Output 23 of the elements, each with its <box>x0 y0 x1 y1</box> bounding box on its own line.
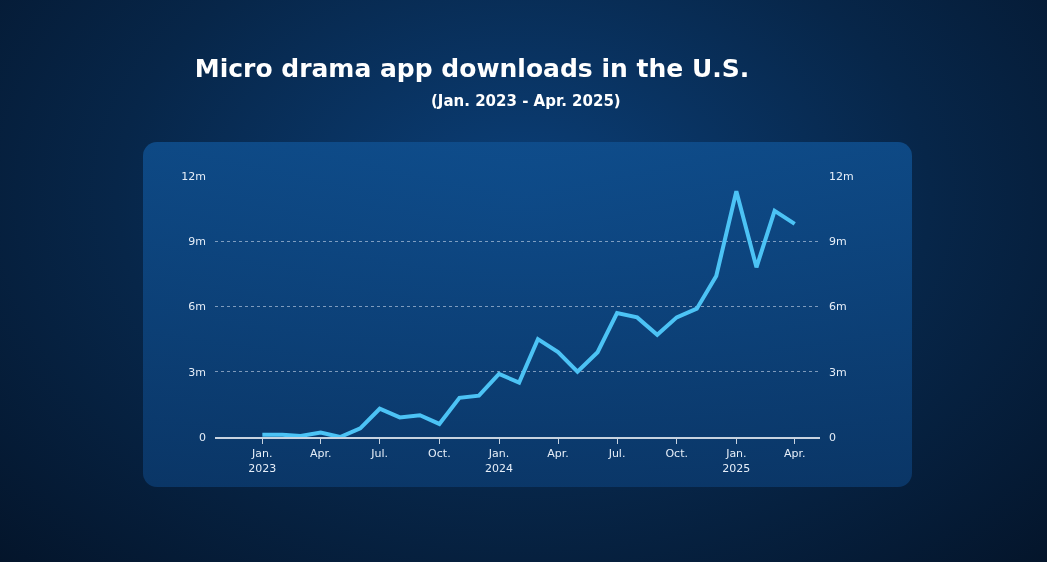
y-tick-label: 0 <box>199 430 206 444</box>
x-tick-label: Apr. <box>547 447 569 461</box>
x-tick-label: Jul. <box>607 447 626 461</box>
y2-tick-label: 3m <box>829 365 847 379</box>
y2-tick-label: 9m <box>829 235 847 249</box>
x-tick-label: Jan. 2023 <box>248 447 277 475</box>
x-tick-label: Jan. 2024 <box>485 447 514 475</box>
y-tick-label: 9m <box>188 235 206 249</box>
x-tick-label: Apr. <box>783 447 806 461</box>
y-tick-label: 6m <box>188 300 206 314</box>
x-tick-label: Jul. <box>370 447 389 461</box>
y-tick-label: 12m <box>181 169 206 183</box>
y-tick-label: 3m <box>188 365 206 379</box>
y2-tick-label: 0 <box>829 430 836 444</box>
y2-tick-label: 6m <box>829 300 847 314</box>
chart-subtitle: (Jan. 2023 - Apr. 2025) <box>431 92 621 110</box>
x-tick-label: Oct. <box>428 447 451 461</box>
x-tick-label: Oct. <box>665 447 688 461</box>
y2-tick-label: 12m <box>829 169 854 183</box>
chart-title: Micro drama app downloads in the U.S. <box>194 53 750 83</box>
line-series <box>260 189 797 437</box>
x-tick-label: Jan. 2025 <box>722 447 751 475</box>
x-tick-label: Apr. <box>309 447 332 461</box>
